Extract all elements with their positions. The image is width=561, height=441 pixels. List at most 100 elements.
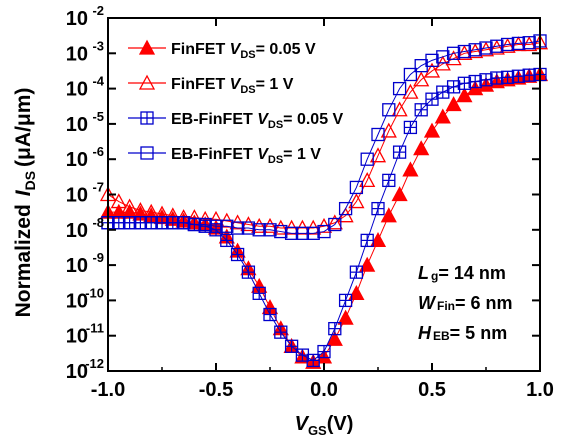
data-point <box>261 217 279 233</box>
x-tick-label: -1.0 <box>91 379 125 401</box>
data-point <box>348 284 365 300</box>
data-point <box>392 81 407 96</box>
data-point <box>446 46 461 60</box>
data-point <box>112 216 126 230</box>
plot-frame <box>107 17 541 372</box>
x-axis-label: VGS(V) <box>295 413 354 438</box>
y-tick-label: 10 <box>66 326 88 348</box>
y-tick-label: 10 <box>66 255 88 277</box>
legend-entry: FinFET VDS= 1 V <box>128 74 294 96</box>
data-point <box>241 221 256 235</box>
data-point <box>479 41 493 55</box>
data-point <box>369 232 387 248</box>
legend-entry: EB-FinFET VDS= 0.05 V <box>128 111 344 131</box>
y-tick-exponent: -6 <box>92 144 104 159</box>
y-tick-exponent: -10 <box>85 285 104 300</box>
series-1 <box>99 34 549 235</box>
data-point <box>391 101 408 117</box>
data-point <box>328 217 342 232</box>
y-axis-label: Normalized IDS (μA/μm) <box>12 88 38 318</box>
data-point <box>274 224 288 239</box>
y-axis-label-unit: (μA/μm) <box>12 88 35 167</box>
data-point <box>490 39 504 53</box>
data-point <box>110 193 127 209</box>
y-axis-label-var: I <box>12 189 35 196</box>
data-point <box>295 226 310 240</box>
data-point <box>522 36 536 50</box>
data-point <box>423 122 441 138</box>
data-point <box>380 122 397 138</box>
legend-marker <box>138 39 156 55</box>
data-point <box>369 147 387 163</box>
legend-label: FinFET VDS= 1 V <box>171 76 294 96</box>
y-tick-label: 10 <box>66 220 88 242</box>
data-point <box>144 216 158 230</box>
data-point <box>121 198 138 214</box>
legend-marker <box>140 146 154 160</box>
data-point <box>402 83 419 99</box>
data-point <box>240 216 257 232</box>
data-point <box>133 216 148 230</box>
data-point <box>488 39 505 55</box>
data-point <box>284 226 299 240</box>
legend: FinFET VDS= 0.05 V FinFET VDS= 1 V EB-FinF… <box>128 39 344 166</box>
y-tick-label: 10 <box>66 149 88 171</box>
y-tick-exponent: -11 <box>86 321 104 336</box>
data-point <box>413 71 430 87</box>
y-axis-label-sub: DS <box>22 171 38 190</box>
y-tick-exponent: -7 <box>92 180 104 195</box>
data-point <box>359 172 376 188</box>
x-tick-label: 0.0 <box>310 379 338 401</box>
data-point <box>468 43 482 57</box>
data-point <box>413 140 430 156</box>
y-tick-label: 10 <box>66 79 88 101</box>
x-tick-label: 0.5 <box>418 379 446 401</box>
series-line <box>108 40 541 234</box>
legend-marker <box>138 74 156 90</box>
axis-ticks: -1.0 -0.5 0.0 0.5 1.010-1210-1110-1010-910-8… <box>66 3 554 401</box>
data-point <box>477 41 495 57</box>
x-tick-label: 1.0 <box>526 379 554 401</box>
annotation-label: W Fin= 6 nm <box>418 293 513 313</box>
data-point <box>348 193 365 209</box>
data-point <box>252 223 266 237</box>
data-point <box>187 217 202 232</box>
data-point <box>263 223 277 237</box>
series-3 <box>101 34 547 240</box>
y-tick-exponent: -4 <box>92 74 104 89</box>
legend-entry: FinFET VDS= 0.05 V <box>128 39 316 61</box>
data-point <box>467 43 484 59</box>
data-point <box>166 216 180 230</box>
y-axis-label-prefix: Normalized <box>12 204 35 317</box>
data-point <box>456 44 473 60</box>
data-point <box>521 36 538 52</box>
data-point <box>391 186 408 202</box>
data-point <box>338 201 353 216</box>
y-tick-label: 10 <box>66 185 88 207</box>
x-axis-label-sub: GS <box>308 423 327 438</box>
data-point <box>382 103 396 117</box>
data-point <box>176 216 191 230</box>
data-point <box>511 36 526 51</box>
y-tick-exponent: -3 <box>92 38 104 53</box>
data-point <box>371 127 385 142</box>
data-point <box>317 224 331 239</box>
y-tick-exponent: -8 <box>92 215 104 230</box>
data-point <box>326 330 343 346</box>
legend-label: FinFET VDS= 0.05 V <box>171 41 316 61</box>
data-point <box>220 219 234 233</box>
data-point <box>402 161 419 177</box>
x-tick-label: -0.5 <box>199 379 233 401</box>
legend-entry: EB-FinFET VDS= 1 V <box>128 146 321 166</box>
legend-label: EB-FinFET VDS= 1 V <box>171 146 321 166</box>
data-point <box>209 219 223 233</box>
series-line <box>107 42 541 229</box>
data-point <box>414 59 428 73</box>
data-point <box>122 216 137 230</box>
data-point <box>306 226 320 240</box>
y-tick-label: 10 <box>66 8 88 30</box>
data-point <box>499 37 516 53</box>
data-point <box>359 256 376 272</box>
